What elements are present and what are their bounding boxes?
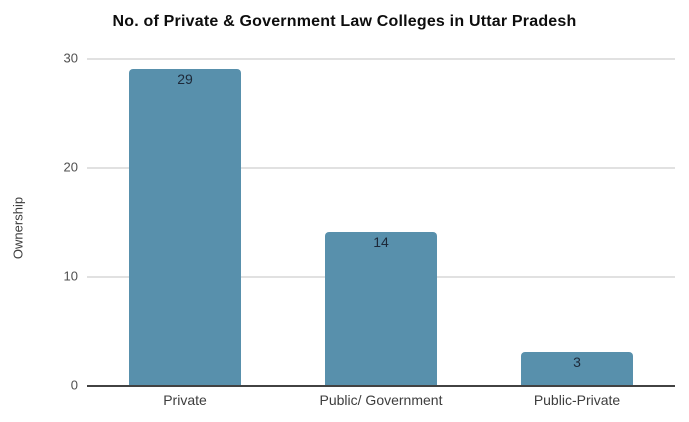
bar-public-private: 3 bbox=[521, 352, 633, 385]
plot-area: 29 14 3 bbox=[87, 58, 675, 387]
x-axis-labels: Private Public/ Government Public-Privat… bbox=[87, 392, 675, 408]
y-tick-label-20: 20 bbox=[63, 159, 78, 175]
chart-title: No. of Private & Government Law Colleges… bbox=[112, 13, 577, 30]
gridline-30 bbox=[87, 58, 675, 60]
y-tick-label-0: 0 bbox=[70, 377, 78, 393]
bar-value-label-public-private: 3 bbox=[573, 354, 581, 371]
x-label-public-private: Public-Private bbox=[533, 392, 621, 408]
bar-public-government: 14 bbox=[325, 232, 437, 385]
bar-group-public-private: 3 bbox=[479, 58, 675, 385]
bars-row: 29 14 3 bbox=[87, 58, 675, 385]
x-label-public-government: Public/ Government bbox=[319, 392, 443, 408]
y-axis-title: Ownership bbox=[10, 196, 26, 260]
bar-private: 29 bbox=[129, 68, 241, 385]
bar-value-label-private: 29 bbox=[177, 70, 193, 87]
y-tick-label-10: 10 bbox=[63, 268, 78, 284]
bar-group-public-government: 14 bbox=[283, 58, 479, 385]
bar-value-label-public-government: 14 bbox=[373, 234, 389, 251]
gridline-20 bbox=[87, 166, 675, 169]
bar-group-private: 29 bbox=[87, 58, 283, 385]
y-tick-label-30: 30 bbox=[63, 50, 78, 66]
x-axis-line bbox=[87, 385, 675, 387]
x-label-private: Private bbox=[163, 392, 207, 408]
